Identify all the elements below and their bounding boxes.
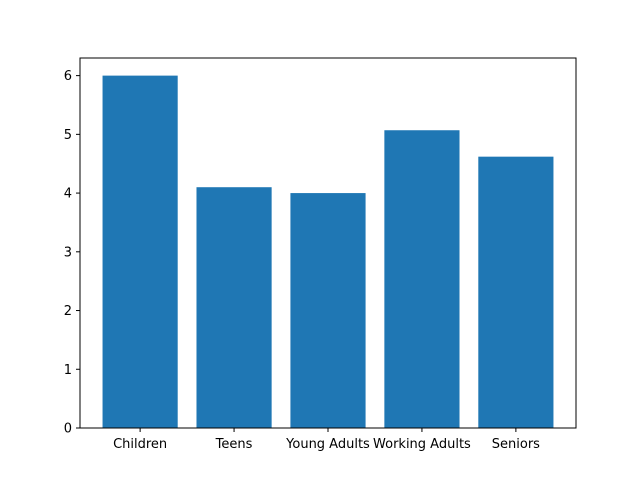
bar-teens <box>196 187 272 428</box>
x-tick-label: Seniors <box>492 437 540 452</box>
x-tick-label: Young Adults <box>285 437 370 452</box>
x-tick-label: Teens <box>215 437 253 452</box>
x-axis: Children Teens Young Adults Working Adults S… <box>113 428 540 452</box>
x-tick-label: Children <box>113 437 167 452</box>
plot-frame <box>79 57 577 429</box>
y-tick-label: 4 <box>64 187 72 202</box>
bars-group <box>102 75 554 428</box>
bar-children <box>102 75 178 428</box>
y-tick-label: 5 <box>64 128 72 143</box>
y-tick-label: 0 <box>64 422 72 437</box>
y-tick-label: 1 <box>64 363 72 378</box>
y-tick-label: 6 <box>64 69 72 84</box>
bar-seniors <box>478 156 554 428</box>
bar-working-adults <box>384 130 460 428</box>
y-tick-label: 2 <box>64 304 72 319</box>
bar-young-adults <box>290 193 366 428</box>
y-tick-label: 3 <box>64 245 72 260</box>
x-tick-label: Working Adults <box>373 437 471 452</box>
y-axis: 0 1 2 3 4 5 6 <box>64 69 80 437</box>
